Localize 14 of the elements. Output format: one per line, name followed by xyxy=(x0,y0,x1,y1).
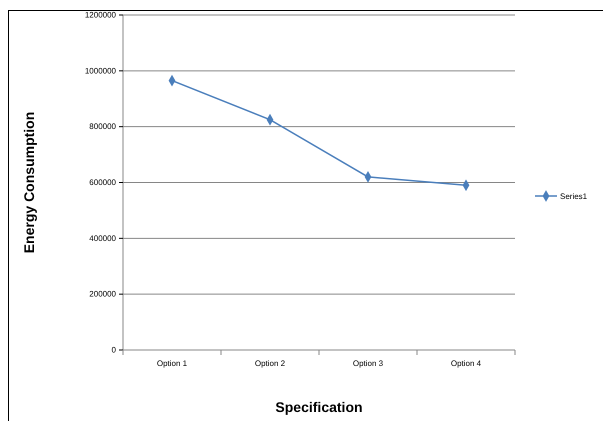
y-tick-label: 1000000 xyxy=(84,66,117,76)
y-tick-label: 800000 xyxy=(89,122,117,132)
y-tick-label: 0 xyxy=(112,346,117,355)
x-axis-title: Specification xyxy=(275,399,363,415)
x-tick-label: Option 4 xyxy=(450,358,482,368)
x-tick-label: Option 2 xyxy=(254,358,286,368)
y-axis-title: Energy Consumption xyxy=(21,112,37,254)
y-tick-label: 600000 xyxy=(89,178,117,188)
y-tick-label: 200000 xyxy=(89,290,117,299)
x-tick-label: Option 1 xyxy=(156,358,188,368)
legend-label: Series1 xyxy=(560,192,588,201)
y-tick-label: 400000 xyxy=(89,234,117,243)
x-tick-label: Option 3 xyxy=(352,358,384,368)
y-tick-label: 1200000 xyxy=(84,10,117,20)
